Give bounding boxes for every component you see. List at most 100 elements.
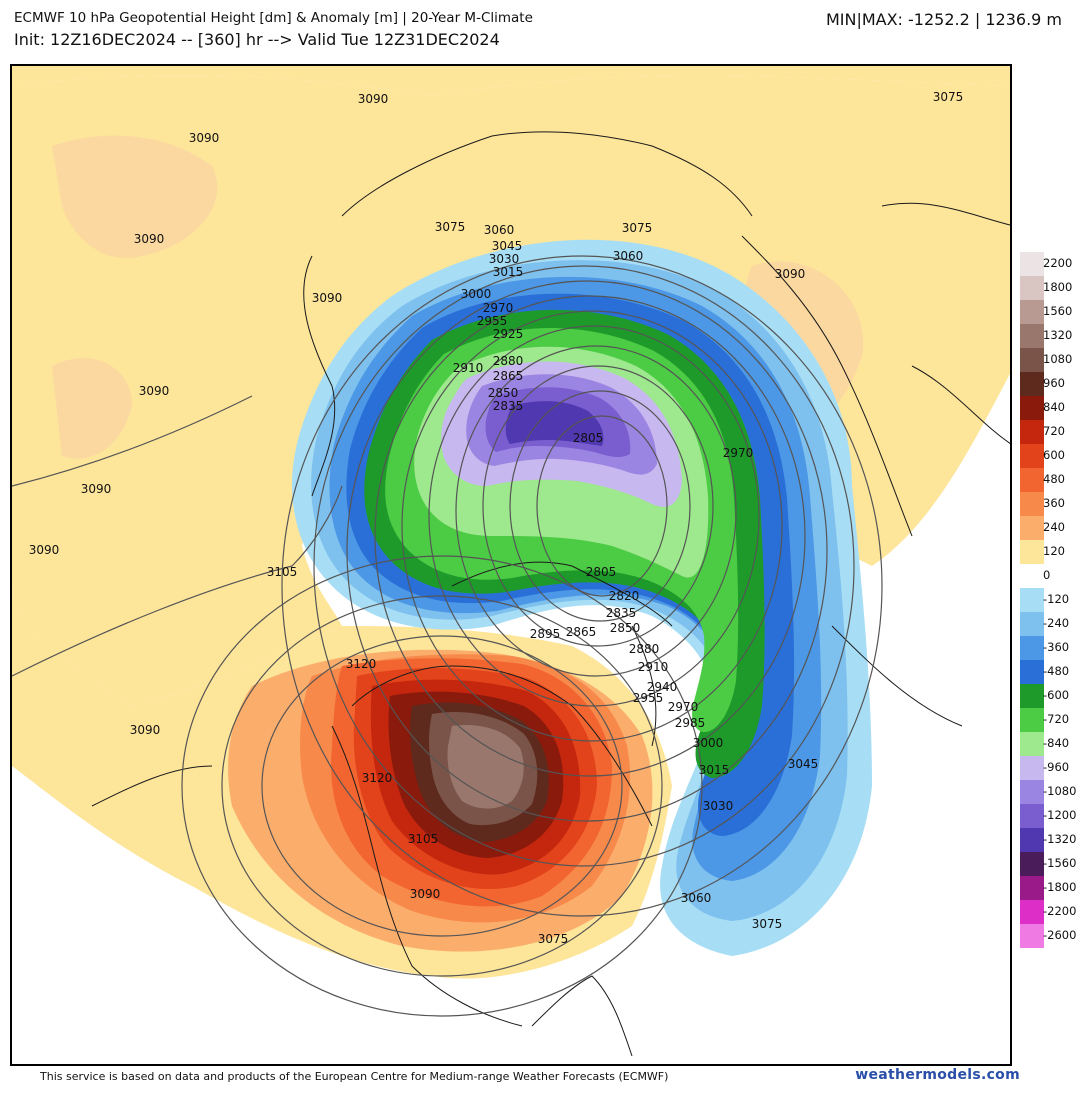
contour-label: 3090 (358, 92, 389, 106)
contour-label: 3090 (134, 232, 165, 246)
map-title: ECMWF 10 hPa Geopotential Height [dm] & … (14, 10, 533, 26)
contour-label: 3030 (489, 252, 520, 266)
legend-label: -1200 (1043, 808, 1077, 822)
legend-swatch (1020, 636, 1044, 660)
contour-label: 3030 (703, 799, 734, 813)
contour-label: 3120 (346, 657, 377, 671)
contour-label: 3000 (693, 736, 724, 750)
contour-label: 3000 (461, 287, 492, 301)
contour-label: 2955 (477, 314, 508, 328)
contour-label: 3060 (681, 891, 712, 905)
height-contour-layer (12, 255, 883, 1017)
contour-label: 3090 (312, 291, 343, 305)
legend-label: 240 (1043, 520, 1065, 534)
legend-label: 1560 (1043, 304, 1073, 318)
contour-label: 3075 (622, 221, 653, 235)
contour-label: 2835 (606, 606, 637, 620)
legend-label: 1320 (1043, 328, 1073, 342)
contour-label: 3045 (788, 757, 819, 771)
legend-swatch (1020, 660, 1044, 684)
contour-label: 3105 (267, 565, 298, 579)
contour-label: 3015 (699, 763, 730, 777)
contour-label: 2865 (493, 369, 524, 383)
contour-label: 3105 (408, 832, 439, 846)
contour-label: 3015 (493, 265, 524, 279)
contour-label: 3075 (538, 932, 569, 946)
contour-label: 2835 (493, 399, 524, 413)
contour-label: 3090 (189, 131, 220, 145)
legend-swatch (1020, 732, 1044, 756)
contour-label: 3090 (29, 543, 60, 557)
contour-label: 2880 (629, 642, 660, 656)
legend-label: 360 (1043, 496, 1065, 510)
legend-label: -1560 (1043, 856, 1077, 870)
contour-label: 2970 (668, 700, 699, 714)
legend-label: 480 (1043, 472, 1065, 486)
legend-label: 120 (1043, 544, 1065, 558)
legend-swatch (1020, 828, 1044, 852)
legend-label: 600 (1043, 448, 1065, 462)
contour-label-layer: 3090 3090 3090 3090 3090 3090 3090 3090 3090 3090… (29, 90, 964, 946)
legend-swatch (1020, 900, 1044, 924)
legend-swatch (1020, 564, 1044, 588)
legend-swatch (1020, 756, 1044, 780)
legend-swatch (1020, 780, 1044, 804)
legend-label: 840 (1043, 400, 1065, 414)
legend-label: -1320 (1043, 832, 1077, 846)
contour-label: 2970 (723, 446, 754, 460)
legend-label: -840 (1043, 736, 1070, 750)
brand-logo-text[interactable]: weathermodels.com (855, 1067, 1020, 1083)
legend-label: -480 (1043, 664, 1070, 678)
contour-label: 2880 (493, 354, 524, 368)
legend-label: 1800 (1043, 280, 1073, 294)
legend-label: 0 (1043, 568, 1051, 582)
legend-swatch (1020, 372, 1044, 396)
contour-label: 2865 (566, 625, 597, 639)
contour-label: 3090 (81, 482, 112, 496)
legend-label: -1800 (1043, 880, 1077, 894)
legend-label: -120 (1043, 592, 1070, 606)
legend-label: -600 (1043, 688, 1070, 702)
contour-label: 2850 (610, 621, 641, 635)
legend-label: 2200 (1043, 256, 1073, 270)
contour-label: 3090 (410, 887, 441, 901)
init-valid-time: Init: 12Z16DEC2024 -- [360] hr --> Valid… (14, 30, 500, 49)
legend-label: -720 (1043, 712, 1070, 726)
legend-label: -2600 (1043, 928, 1077, 942)
contour-label: 3090 (139, 384, 170, 398)
legend-label: 960 (1043, 376, 1065, 390)
contour-label: 2910 (453, 361, 484, 375)
legend-swatch (1020, 492, 1044, 516)
contour-label: 3075 (933, 90, 964, 104)
legend-swatch (1020, 876, 1044, 900)
legend-swatch (1020, 708, 1044, 732)
contour-label: 2910 (638, 660, 669, 674)
contour-label: 2805 (573, 431, 604, 445)
contour-label: 3120 (362, 771, 393, 785)
legend-swatch (1020, 324, 1044, 348)
legend-swatch (1020, 396, 1044, 420)
anomaly-map: 3090 3090 3090 3090 3090 3090 3090 3090 3090 3090… (12, 66, 1010, 1057)
anomaly-fill-layer (12, 66, 1010, 979)
contour-label: 3045 (492, 239, 523, 253)
legend-swatch (1020, 300, 1044, 324)
legend-swatch (1020, 516, 1044, 540)
legend-label: -1080 (1043, 784, 1077, 798)
legend-label: 1080 (1043, 352, 1073, 366)
legend-swatch (1020, 348, 1044, 372)
contour-label: 2970 (483, 301, 514, 315)
contour-label: 2820 (609, 589, 640, 603)
min-max-readout: MIN|MAX: -1252.2 | 1236.9 m (825, 10, 1062, 29)
contour-label: 2805 (586, 565, 617, 579)
legend-label: -240 (1043, 616, 1070, 630)
contour-label: 3060 (613, 249, 644, 263)
contour-label: 3075 (752, 917, 783, 931)
contour-label: 3090 (775, 267, 806, 281)
contour-label: 2925 (493, 327, 524, 341)
contour-label: 2850 (488, 386, 519, 400)
contour-label: 3090 (130, 723, 161, 737)
data-attribution: This service is based on data and produc… (40, 1070, 669, 1083)
legend-swatch (1020, 444, 1044, 468)
legend-swatch (1020, 420, 1044, 444)
legend-swatch (1020, 852, 1044, 876)
